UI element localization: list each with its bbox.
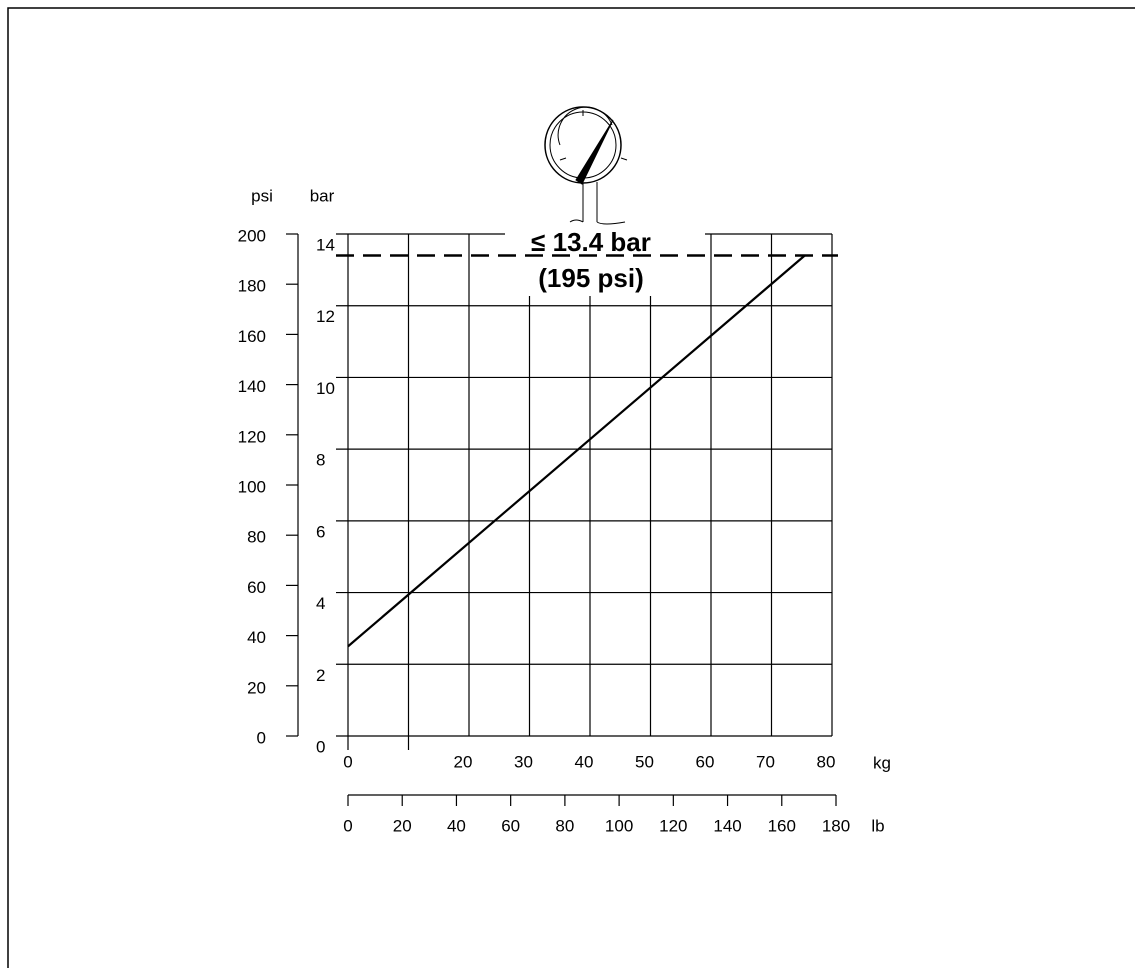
y-axis-label: bar: [310, 186, 335, 205]
chart: 02468101214020406080100120140160180200ps…: [0, 0, 1135, 968]
y2-tick-label: 60: [247, 578, 266, 597]
y2-tick-label: 200: [238, 226, 266, 245]
x2-tick-label: 100: [605, 816, 633, 835]
y-tick-label: 4: [316, 594, 325, 613]
x-axis-label: kg: [873, 753, 891, 772]
data-line: [348, 256, 805, 647]
x-tick-label: 50: [635, 752, 654, 771]
x2-tick-label: 140: [713, 816, 741, 835]
x-tick-label: 70: [756, 752, 775, 771]
x-tick-label: 20: [454, 752, 473, 771]
y-tick-label: 10: [316, 379, 335, 398]
y-tick-label: 8: [316, 451, 325, 470]
y2-axis-label: psi: [251, 186, 273, 205]
y2-tick-label: 140: [238, 377, 266, 396]
x-tick-label: 30: [514, 752, 533, 771]
x2-tick-label: 80: [555, 816, 574, 835]
x2-axis-label: lb: [871, 816, 884, 835]
y2-tick-label: 180: [238, 277, 266, 296]
x2-tick-label: 40: [447, 816, 466, 835]
x2-tick-label: 160: [768, 816, 796, 835]
x2-tick-label: 180: [822, 816, 850, 835]
x-tick-label: 40: [575, 752, 594, 771]
y-tick-label: 12: [316, 307, 335, 326]
x2-tick-label: 20: [393, 816, 412, 835]
y-tick-label: 0: [316, 737, 325, 756]
y2-tick-label: 80: [247, 528, 266, 547]
x2-tick-label: 0: [343, 816, 352, 835]
x2-tick-label: 120: [659, 816, 687, 835]
y2-tick-label: 160: [238, 327, 266, 346]
x-tick-label: 80: [817, 752, 836, 771]
gauge-icon: [545, 107, 627, 226]
y2-tick-label: 100: [238, 477, 266, 496]
threshold-label: ≤ 13.4 bar: [531, 227, 651, 257]
y-tick-label: 14: [316, 235, 335, 254]
threshold-sublabel: (195 psi): [538, 263, 644, 293]
y2-tick-label: 120: [238, 427, 266, 446]
y2-tick-label: 0: [257, 728, 266, 747]
y2-tick-label: 40: [247, 628, 266, 647]
x2-tick-label: 60: [501, 816, 520, 835]
y-tick-label: 6: [316, 522, 325, 541]
x-tick-label: 0: [343, 752, 352, 771]
y-tick-label: 2: [316, 666, 325, 685]
y2-tick-label: 20: [247, 678, 266, 697]
x-tick-label: 60: [696, 752, 715, 771]
